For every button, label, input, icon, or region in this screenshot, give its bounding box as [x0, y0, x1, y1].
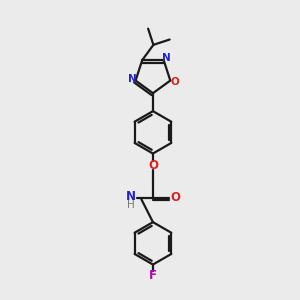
- Text: O: O: [148, 159, 158, 172]
- Text: H: H: [127, 200, 135, 210]
- Text: O: O: [171, 191, 181, 204]
- Text: F: F: [149, 268, 157, 282]
- Text: N: N: [126, 190, 136, 203]
- Text: O: O: [171, 77, 179, 87]
- Text: N: N: [128, 74, 136, 84]
- Text: N: N: [162, 53, 171, 63]
